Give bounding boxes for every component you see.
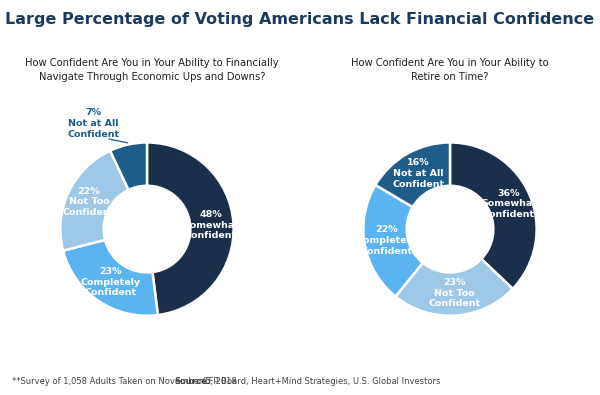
Circle shape bbox=[407, 186, 493, 273]
Text: 22%
Completely
Confident: 22% Completely Confident bbox=[357, 225, 417, 256]
Text: How Confident Are You in Your Ability to
Retire on Time?: How Confident Are You in Your Ability to… bbox=[351, 58, 549, 82]
Text: Large Percentage of Voting Americans Lack Financial Confidence: Large Percentage of Voting Americans Lac… bbox=[5, 12, 595, 27]
Circle shape bbox=[104, 186, 190, 273]
Wedge shape bbox=[110, 143, 147, 190]
Wedge shape bbox=[450, 143, 536, 289]
Text: 48%
Somewhat
Confident: 48% Somewhat Confident bbox=[183, 210, 239, 240]
Text: Source:: Source: bbox=[174, 377, 211, 386]
Text: 22%
Not Too
Confident: 22% Not Too Confident bbox=[63, 186, 115, 217]
Wedge shape bbox=[61, 151, 128, 251]
Text: 7%
Not at All
Confident: 7% Not at All Confident bbox=[67, 108, 119, 139]
Wedge shape bbox=[395, 259, 513, 316]
Text: 16%
Not at All
Confident: 16% Not at All Confident bbox=[392, 158, 445, 189]
Text: 23%
Not Too
Confident: 23% Not Too Confident bbox=[428, 278, 480, 308]
Wedge shape bbox=[63, 240, 158, 316]
Wedge shape bbox=[147, 143, 233, 315]
Text: **Survey of 1,058 Adults Taken on November 6, 2018: **Survey of 1,058 Adults Taken on Novemb… bbox=[12, 377, 242, 386]
Wedge shape bbox=[376, 143, 450, 207]
Text: 36%
Somewhat
Confident: 36% Somewhat Confident bbox=[481, 188, 537, 219]
Text: CFP Board, Heart+Mind Strategies, U.S. Global Investors: CFP Board, Heart+Mind Strategies, U.S. G… bbox=[200, 377, 440, 386]
Text: 23%
Completely
Confident: 23% Completely Confident bbox=[81, 267, 141, 297]
Text: How Confident Are You in Your Ability to Financially
Navigate Through Economic U: How Confident Are You in Your Ability to… bbox=[25, 58, 278, 82]
Wedge shape bbox=[364, 185, 423, 297]
